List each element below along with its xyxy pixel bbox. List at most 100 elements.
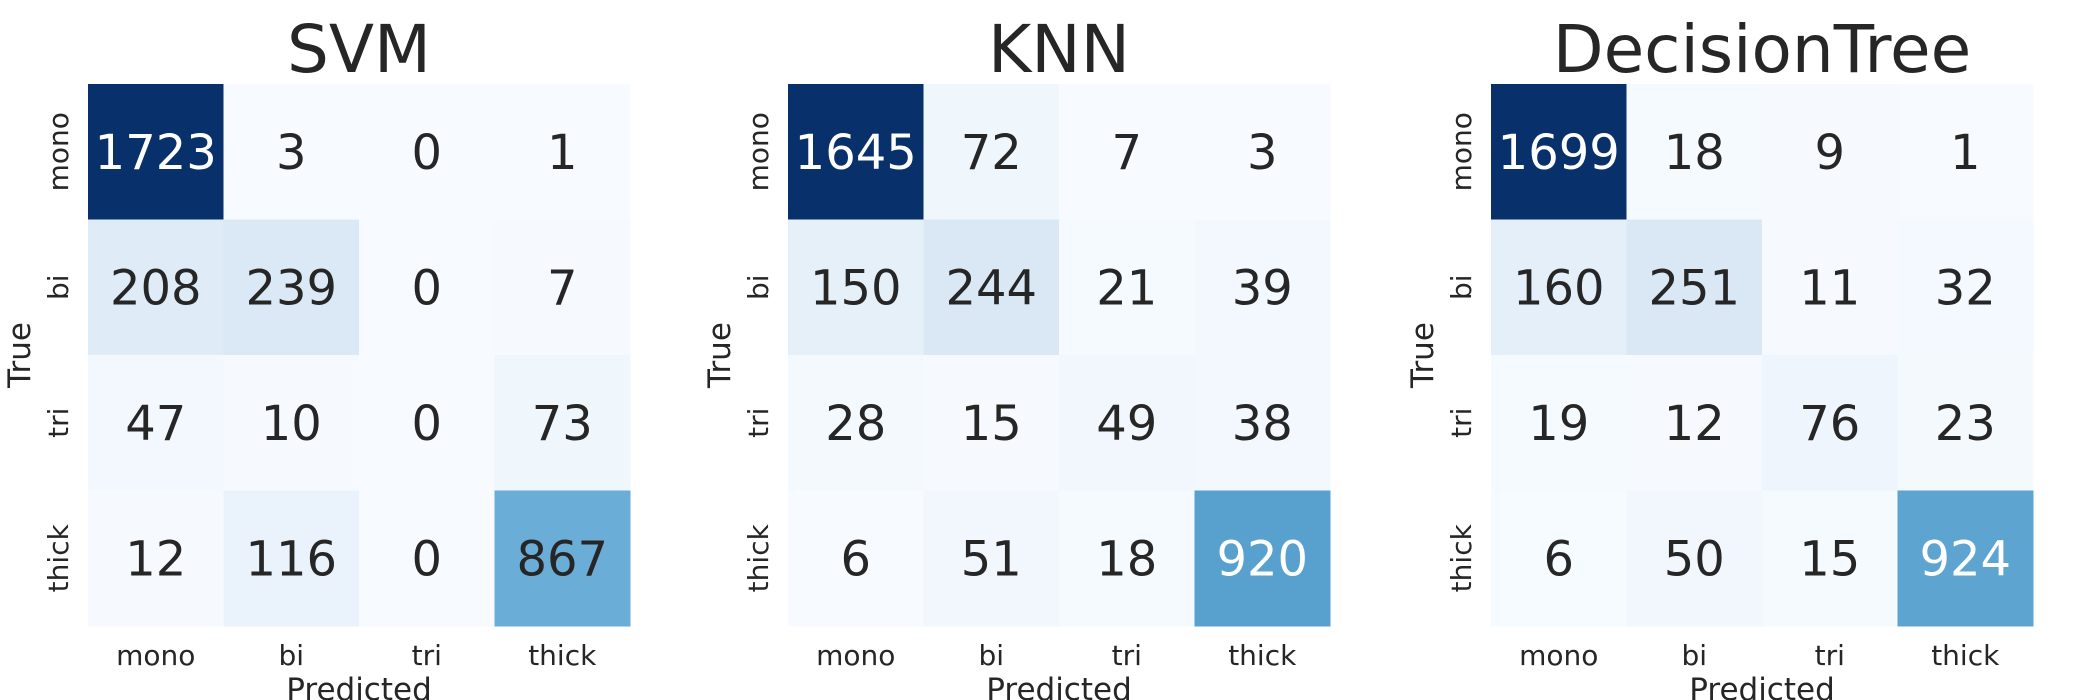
heatmap-cell <box>1762 355 1898 491</box>
y-tick-label: mono <box>1445 112 1478 191</box>
heatmap-cell <box>1059 219 1195 356</box>
cell-value-label: 21 <box>1096 260 1157 316</box>
cell-value-label: 49 <box>1096 396 1157 452</box>
heatmap-panel-1: 1645 72 7 3 150 244 21 39 28 15 49 38 6 51 18 920 KNN mon… <box>702 11 1331 700</box>
cell-value-label: 0 <box>411 260 442 316</box>
cell-value-label: 51 <box>961 531 1022 587</box>
x-tick-label: tri <box>1112 639 1142 672</box>
heatmap-cell <box>788 84 924 220</box>
heatmap-cell <box>788 355 924 491</box>
heatmap-cell <box>223 355 360 491</box>
y-tick-label: mono <box>42 112 75 191</box>
cell-value-label: 73 <box>532 396 593 452</box>
cell-value-label: 32 <box>1935 260 1996 316</box>
cell-value-label: 12 <box>1664 396 1725 452</box>
heatmap-cell <box>1626 490 1763 627</box>
cell-value-label: 0 <box>411 125 442 181</box>
x-tick-label: mono <box>116 639 195 672</box>
heatmap-cell <box>494 490 631 627</box>
heatmap-cell <box>1626 84 1763 220</box>
heatmap-cell <box>494 219 631 356</box>
heatmap-cell <box>88 84 224 220</box>
cell-value-label: 251 <box>1648 260 1740 316</box>
cell-value-label: 28 <box>825 396 886 452</box>
y-tick-label: tri <box>742 408 775 438</box>
heatmap-cell <box>1626 355 1763 491</box>
heatmap-cell <box>1194 355 1331 491</box>
x-tick-label: mono <box>1519 639 1598 672</box>
cell-value-label: 76 <box>1799 396 1860 452</box>
heatmap-cell <box>1626 219 1763 356</box>
y-tick-label: thick <box>1445 523 1478 592</box>
cell-value-label: 7 <box>1111 125 1142 181</box>
x-axis-label: Predicted <box>286 672 432 700</box>
chart-title: DecisionTree <box>1553 11 1972 88</box>
cell-value-label: 1645 <box>795 125 917 181</box>
cell-value-label: 150 <box>810 260 902 316</box>
heatmap-cell <box>88 355 224 491</box>
y-axis-label: True <box>2 322 38 389</box>
heatmap-cell <box>1762 490 1898 627</box>
heatmap-cell <box>88 219 224 356</box>
heatmap-cell <box>223 84 360 220</box>
x-tick-label: bi <box>278 639 304 672</box>
cell-value-label: 47 <box>125 396 186 452</box>
cell-value-label: 924 <box>1919 531 2011 587</box>
cell-value-label: 1 <box>547 125 578 181</box>
heatmap-cell <box>1491 219 1627 356</box>
y-tick-label: bi <box>1445 274 1478 300</box>
heatmap-cell <box>1059 490 1195 627</box>
heatmap-cell <box>1491 84 1627 220</box>
x-axis-label: Predicted <box>986 672 1132 700</box>
cell-value-label: 239 <box>245 260 337 316</box>
x-tick-label: tri <box>412 639 442 672</box>
heatmap-cell <box>923 219 1060 356</box>
chart-title: KNN <box>988 11 1130 88</box>
cell-value-label: 15 <box>1799 531 1860 587</box>
cell-value-label: 1699 <box>1498 125 1620 181</box>
heatmap-cell <box>1897 219 2034 356</box>
heatmap-cell <box>1897 490 2034 627</box>
y-axis-label: True <box>1405 322 1441 389</box>
cell-value-label: 116 <box>245 531 337 587</box>
cell-value-label: 1723 <box>95 125 217 181</box>
x-tick-label: thick <box>1228 639 1297 672</box>
heatmap-cell <box>923 355 1060 491</box>
heatmap-cell <box>359 219 495 356</box>
y-tick-label: bi <box>42 274 75 300</box>
y-tick-label: thick <box>742 523 775 592</box>
cell-value-label: 3 <box>276 125 307 181</box>
y-tick-label: mono <box>742 112 775 191</box>
x-tick-label: mono <box>816 639 895 672</box>
cell-value-label: 920 <box>1216 531 1308 587</box>
cell-value-label: 19 <box>1528 396 1589 452</box>
heatmap-cell <box>359 84 495 220</box>
cell-value-label: 12 <box>125 531 186 587</box>
x-axis-label: Predicted <box>1689 672 1835 700</box>
cell-value-label: 6 <box>1543 531 1574 587</box>
cell-value-label: 9 <box>1814 125 1845 181</box>
cell-value-label: 23 <box>1935 396 1996 452</box>
heatmap-cell <box>1059 355 1195 491</box>
heatmap-cell <box>223 219 360 356</box>
heatmap-cell <box>1194 490 1331 627</box>
heatmap-cell <box>1194 219 1331 356</box>
heatmap-panel-0: 1723 3 0 1 208 239 0 7 47 10 0 73 12 116 0 867 SVM mono bi… <box>2 11 631 700</box>
x-tick-label: bi <box>978 639 1004 672</box>
y-tick-label: thick <box>42 523 75 592</box>
cell-value-label: 15 <box>961 396 1022 452</box>
heatmap-cell <box>1897 355 2034 491</box>
cell-value-label: 208 <box>110 260 202 316</box>
y-tick-label: tri <box>1445 408 1478 438</box>
heatmap-panel-2: 1699 18 9 1 160 251 11 32 19 12 76 23 6 50 15 924 Decisi… <box>1405 11 2034 700</box>
cell-value-label: 0 <box>411 531 442 587</box>
heatmap-cell <box>223 490 360 627</box>
cell-value-label: 6 <box>840 531 871 587</box>
cell-value-label: 1 <box>1950 125 1981 181</box>
heatmap-cell <box>788 219 924 356</box>
heatmap-cell <box>1491 355 1627 491</box>
cell-value-label: 10 <box>261 396 322 452</box>
heatmap-cell <box>1897 84 2034 220</box>
cell-value-label: 18 <box>1096 531 1157 587</box>
